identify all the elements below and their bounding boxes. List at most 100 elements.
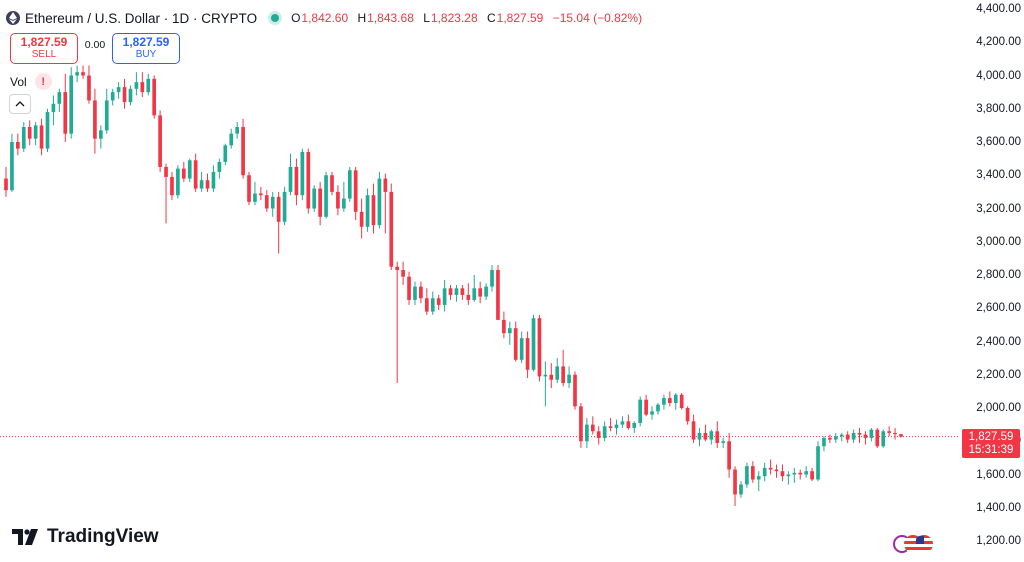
market-status-indicator[interactable] — [271, 14, 280, 22]
candle-body — [33, 125, 38, 139]
ohlc-key: C — [486, 11, 496, 25]
candle-body — [229, 133, 234, 146]
candle-body — [371, 195, 376, 226]
price-axis-label: 2,800.00 — [976, 269, 1021, 281]
candle-body — [798, 472, 803, 475]
candle-body — [460, 288, 465, 295]
candle-body — [561, 366, 565, 384]
candle-body — [211, 171, 216, 189]
candle-body — [466, 294, 471, 300]
candle-body — [57, 92, 62, 104]
volume-indicator[interactable]: Vol ! — [10, 73, 52, 90]
candle-body — [383, 178, 388, 192]
candle-body — [567, 374, 571, 384]
candle-body — [543, 374, 548, 377]
candle-body — [223, 145, 228, 162]
collapse-indicators-button[interactable] — [9, 94, 31, 114]
candle-body — [697, 432, 702, 440]
candle-body — [87, 75, 91, 101]
candle-body — [774, 469, 779, 472]
candle-body — [312, 188, 317, 209]
volume-label: Vol — [10, 74, 27, 89]
price-axis-label: 2,000.00 — [976, 402, 1021, 414]
price-axis-label: 2,200.00 — [976, 368, 1021, 381]
candle-body — [881, 431, 886, 447]
price-axis-label: 4,000.00 — [976, 69, 1021, 82]
candle-body — [342, 198, 346, 209]
price-axis-label: 1,200.00 — [976, 535, 1021, 547]
candle-body — [419, 286, 423, 299]
candle-body — [63, 92, 68, 134]
candle-body — [134, 82, 139, 89]
candle-body — [839, 434, 844, 437]
price-axis-label: 1,600.00 — [976, 468, 1021, 481]
ohlc-low: 1,823.28 — [430, 11, 478, 25]
candle-body — [513, 328, 518, 360]
ohlc-high: 1,843.68 — [367, 11, 414, 25]
candle-body — [93, 100, 97, 139]
spread-value: 0.00 — [84, 38, 106, 51]
sell-button[interactable]: 1,827.59 SELL — [10, 33, 78, 64]
candle-body — [750, 466, 755, 480]
candle-body — [318, 188, 322, 217]
candle-body — [679, 394, 684, 408]
chevron-up-icon — [15, 101, 25, 107]
last-price-tag: 1,827.59 15:31:39 — [962, 429, 1020, 458]
candle-body — [430, 298, 435, 312]
us-flag-icon[interactable] — [915, 535, 933, 553]
ohlc-key: O — [291, 11, 301, 25]
price-axis-label: 2,600.00 — [976, 302, 1021, 315]
candle-body — [152, 78, 157, 116]
warning-icon[interactable]: ! — [34, 73, 52, 90]
candle-body — [804, 471, 809, 475]
candle-body — [104, 100, 109, 131]
candle-body — [715, 431, 720, 443]
last-price-value: 1,827.59 — [968, 430, 1014, 443]
price-axis-label: 2,400.00 — [976, 335, 1021, 348]
candle-body — [16, 142, 20, 149]
candle-body — [45, 112, 50, 149]
candle-body — [662, 398, 666, 405]
candle-body — [549, 374, 554, 380]
candle-body — [264, 195, 269, 209]
candle-body — [324, 175, 328, 217]
candle-body — [347, 170, 352, 199]
economic-events[interactable] — [893, 535, 937, 555]
candle-body — [727, 441, 731, 470]
candle-body — [389, 191, 394, 267]
candle-body — [413, 286, 417, 300]
candle-body — [27, 127, 32, 139]
candle-body — [448, 288, 453, 295]
candle-body — [484, 286, 488, 297]
candle-body — [454, 288, 459, 295]
candle-body — [193, 160, 198, 189]
candle-body — [691, 421, 696, 440]
candle-body — [792, 472, 797, 475]
buy-button[interactable]: 1,827.59 BUY — [112, 33, 180, 64]
candle-body — [816, 446, 820, 480]
candle-body — [181, 168, 186, 179]
candle-body — [407, 276, 411, 300]
candle-body — [69, 75, 74, 134]
price-axis-label: 4,400.00 — [976, 3, 1021, 15]
symbol-title[interactable]: Ethereum / U.S. Dollar · 1D · CRYPTO — [25, 10, 258, 26]
candle-body — [632, 422, 637, 428]
candle-body — [401, 270, 405, 277]
candle-body — [786, 474, 791, 477]
candle-body — [585, 424, 589, 442]
candle-body — [875, 429, 880, 447]
tradingview-logo[interactable]: TradingView — [12, 526, 159, 548]
candle-body — [833, 436, 838, 440]
candle-body — [709, 431, 714, 440]
candle-body — [294, 166, 299, 196]
candle-body — [650, 411, 654, 415]
candle-body — [822, 437, 826, 447]
symbol-header: Ethereum / U.S. Dollar · 1D · CRYPTO O 1,… — [6, 9, 648, 27]
candle-body — [573, 374, 577, 407]
candle-body — [887, 431, 891, 433]
candle-body — [217, 161, 222, 172]
buy-price: 1,827.59 — [122, 35, 170, 49]
candle-body — [282, 191, 287, 222]
candle-body — [4, 178, 8, 191]
